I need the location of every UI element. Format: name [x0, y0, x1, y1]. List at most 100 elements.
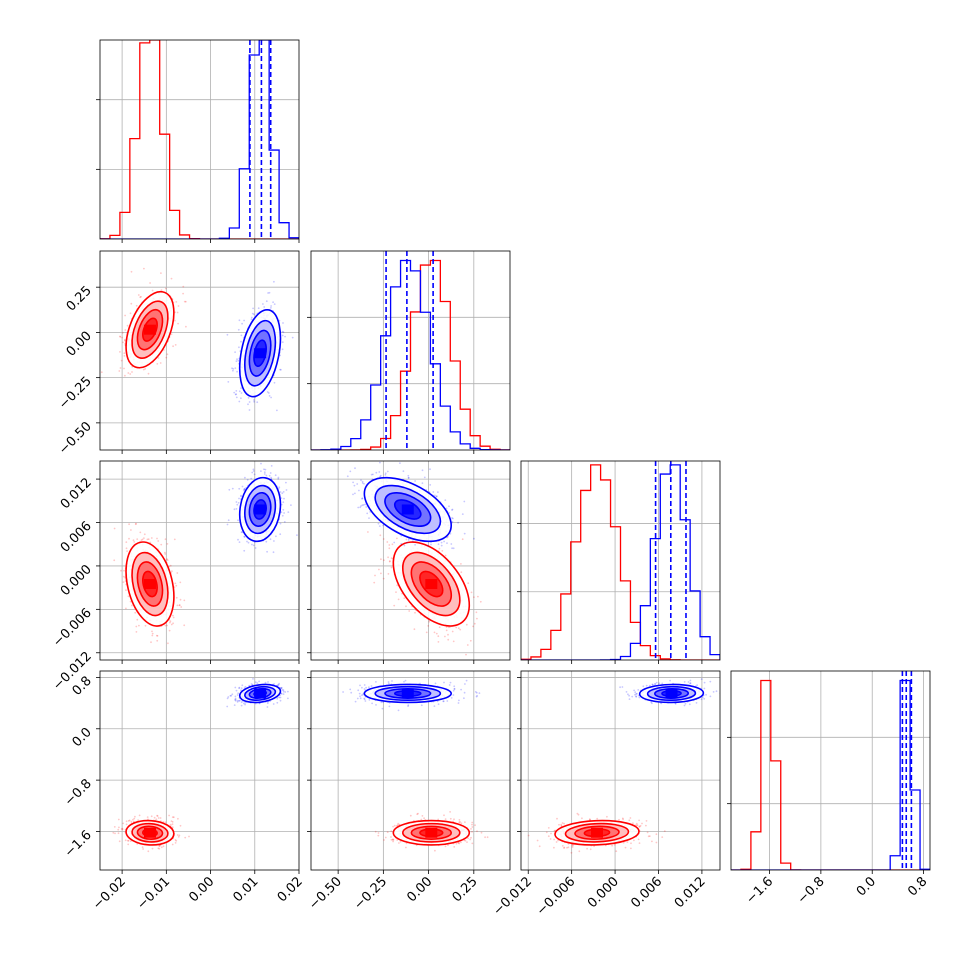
- panel-1-0: −0.50 −0.25 0.00 0.25: [56, 250, 300, 458]
- histogram-series-0: [311, 259, 510, 450]
- contour-line-0: [419, 828, 444, 838]
- panel-3-1: −0.50 −0.25 0.00 0.25: [306, 670, 511, 913]
- contour-line-0: [131, 551, 169, 617]
- panel-3-2: −0.012−0.006 0.000 0.006 0.012: [490, 670, 721, 919]
- y-tick-label: 0.006: [58, 519, 95, 556]
- panel-frame: [99, 250, 300, 451]
- density-peak-1: [254, 348, 267, 359]
- panel-2-1: [307, 460, 511, 664]
- x-tick-label: 0.00: [404, 874, 435, 905]
- x-tick-label: −0.8: [795, 874, 828, 907]
- contour-line-0: [554, 819, 640, 846]
- density-peak-1: [401, 688, 414, 699]
- contour-line-0: [125, 290, 175, 369]
- contour-line-0: [402, 551, 461, 617]
- x-tick-label: 0.02: [275, 874, 306, 905]
- contour-line-1: [363, 476, 453, 543]
- histogram-series-0: [100, 40, 299, 239]
- contour-line-0: [564, 822, 630, 843]
- contour-line-0: [131, 300, 169, 359]
- contour-line-0: [410, 561, 453, 607]
- panel-frame: [99, 460, 300, 661]
- contour-line-1: [661, 689, 682, 697]
- density-peak-0: [590, 827, 603, 838]
- histogram-series-1: [100, 40, 299, 239]
- x-tick-label: −0.012: [490, 874, 535, 919]
- contour-line-1: [253, 689, 267, 697]
- contour-line-1: [393, 689, 422, 697]
- density-peak-1: [254, 688, 267, 699]
- contour-line-1: [238, 683, 282, 704]
- y-tick-label: 0.012: [58, 475, 95, 512]
- contour-line-1: [253, 499, 267, 520]
- density-peak-0: [425, 827, 438, 838]
- y-tick-label: 0.0: [70, 725, 95, 750]
- contour-line-1: [384, 491, 432, 527]
- contour-line-1: [638, 683, 705, 704]
- contour-line-0: [402, 822, 461, 843]
- contour-line-0: [419, 570, 444, 598]
- contour-line-0: [142, 570, 158, 598]
- contour-line-1: [393, 499, 422, 520]
- contour-line-1: [253, 339, 267, 368]
- x-tick-label: 0.00: [186, 874, 217, 905]
- contour-line-1: [238, 308, 282, 398]
- contour-line-1: [244, 484, 277, 535]
- contour-line-1: [374, 484, 442, 535]
- x-tick-label: 0.006: [628, 874, 665, 911]
- density-peak-1: [254, 504, 267, 515]
- x-tick-label: 0.25: [450, 874, 481, 905]
- y-tick-label: 0.25: [64, 283, 95, 314]
- histogram-series-1: [311, 259, 510, 450]
- panel-3-0: −0.02 −0.01 0.00 0.01 0.02−1.6−0.80.00.8: [62, 670, 306, 913]
- contour-line-1: [244, 685, 277, 702]
- panel-frame: [99, 670, 300, 871]
- contour-line-0: [392, 541, 471, 627]
- density-peak-0: [143, 827, 156, 838]
- density-peak-1: [665, 688, 678, 699]
- panel-1-1: [307, 250, 511, 454]
- contour-line-0: [136, 308, 164, 351]
- x-tick-label: 0.01: [231, 874, 262, 905]
- contour-line-0: [125, 541, 175, 627]
- y-tick-label: −0.50: [56, 419, 95, 458]
- y-tick-label: −0.006: [50, 606, 95, 651]
- contour-line-0: [392, 819, 471, 846]
- x-tick-label: −0.02: [90, 874, 129, 913]
- x-tick-label: 0.0: [854, 874, 879, 899]
- panel-0-0: [96, 39, 300, 243]
- density-peak-0: [425, 579, 438, 590]
- density-peak-0: [143, 579, 156, 590]
- contour-line-1: [248, 687, 272, 699]
- y-tick-label: −0.8: [62, 776, 95, 809]
- x-tick-label: −1.6: [743, 874, 776, 907]
- histogram-series-1: [521, 464, 720, 660]
- contour-line-0: [142, 317, 158, 342]
- contour-line-0: [136, 825, 164, 840]
- panel-frame: [310, 670, 511, 871]
- y-tick-label: 0.000: [58, 562, 95, 599]
- contour-line-1: [654, 687, 690, 699]
- density-peak-1: [401, 504, 414, 515]
- contour-line-1: [244, 319, 277, 387]
- contour-line-1: [248, 491, 272, 527]
- x-tick-label: 0.012: [672, 874, 709, 911]
- contour-line-1: [374, 685, 442, 702]
- x-tick-label: 0.8: [905, 874, 930, 899]
- contour-line-1: [248, 329, 272, 377]
- y-tick-label: −1.6: [62, 828, 95, 861]
- x-tick-label: −0.25: [351, 874, 390, 913]
- panel-2-2: [517, 460, 721, 664]
- x-tick-label: 0.000: [585, 874, 622, 911]
- contour-line-1: [363, 683, 453, 704]
- contour-line-0: [142, 828, 158, 838]
- x-tick-label: −0.50: [306, 874, 345, 913]
- density-peak-0: [143, 324, 156, 335]
- panel-frame: [310, 460, 511, 661]
- histogram-series-1: [731, 679, 930, 870]
- contour-line-0: [136, 561, 164, 607]
- y-tick-label: −0.25: [56, 374, 95, 413]
- contour-line-1: [646, 685, 697, 702]
- x-tick-label: −0.01: [134, 874, 173, 913]
